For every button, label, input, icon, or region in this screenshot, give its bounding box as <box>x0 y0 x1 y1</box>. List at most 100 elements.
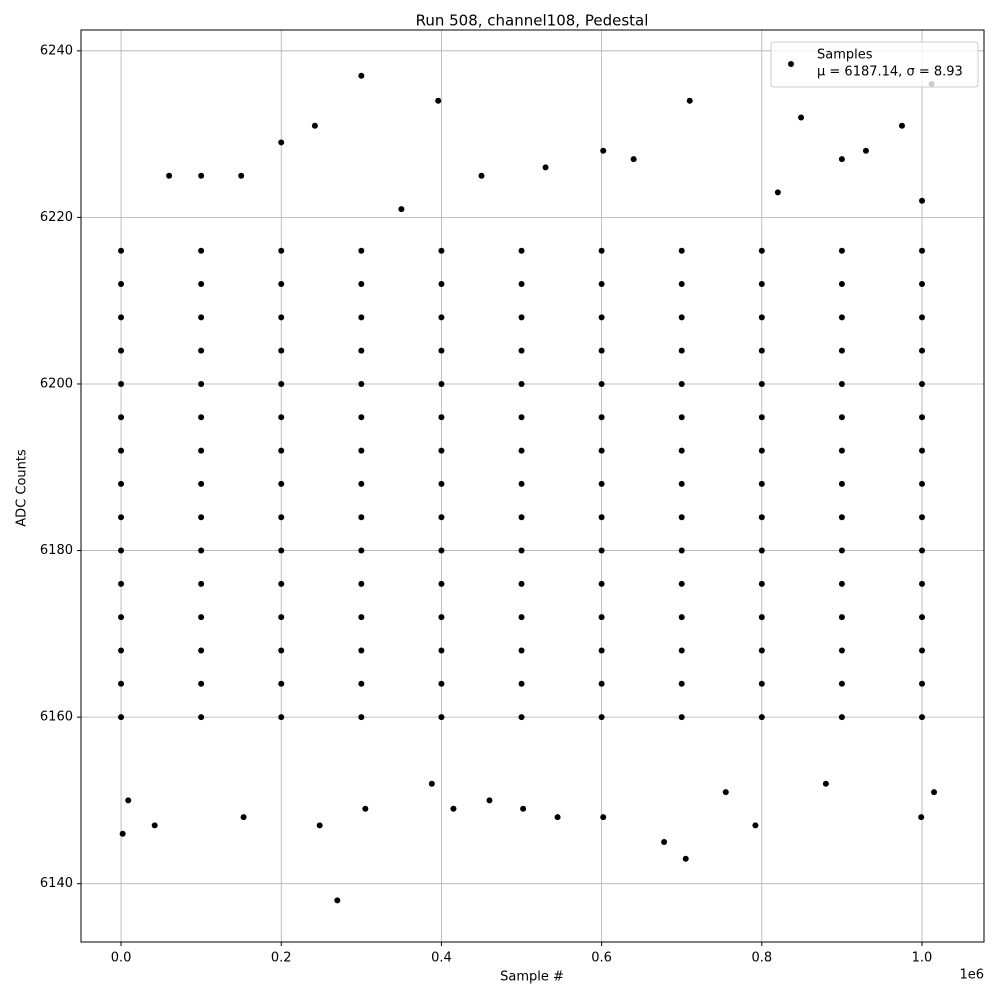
point <box>678 514 685 521</box>
point <box>334 897 341 904</box>
point <box>438 247 445 254</box>
point <box>518 680 525 687</box>
point <box>838 580 845 587</box>
point <box>758 647 765 654</box>
point <box>358 514 365 521</box>
point <box>438 547 445 554</box>
point <box>198 247 205 254</box>
point <box>518 347 525 354</box>
point <box>278 680 285 687</box>
point <box>198 172 205 179</box>
point <box>598 514 605 521</box>
point <box>278 380 285 387</box>
legend: Samples μ = 6187.14, σ = 8.93 <box>770 41 979 88</box>
point <box>758 480 765 487</box>
point <box>198 281 205 288</box>
point <box>898 122 905 129</box>
point <box>758 614 765 621</box>
y-axis-label: ADC Counts <box>15 449 30 527</box>
point <box>919 580 926 587</box>
point <box>198 380 205 387</box>
point <box>118 247 125 254</box>
point <box>438 447 445 454</box>
point <box>598 347 605 354</box>
point <box>678 480 685 487</box>
x-axis-label: Sample # <box>500 970 564 985</box>
point <box>600 147 607 154</box>
x-tick-label: 0.4 <box>431 951 452 966</box>
point <box>151 822 158 829</box>
point <box>118 514 125 521</box>
point <box>598 680 605 687</box>
point <box>358 414 365 421</box>
legend-box <box>770 41 979 88</box>
point <box>438 281 445 288</box>
point <box>198 514 205 521</box>
point <box>316 822 323 829</box>
point <box>598 281 605 288</box>
point <box>118 480 125 487</box>
point <box>518 580 525 587</box>
point <box>598 314 605 321</box>
points <box>118 72 938 904</box>
point <box>598 714 605 721</box>
point <box>450 805 457 812</box>
point <box>438 580 445 587</box>
point <box>838 347 845 354</box>
point <box>198 447 205 454</box>
y-tick-label: 6240 <box>40 43 73 58</box>
point <box>838 247 845 254</box>
point <box>774 189 781 196</box>
point <box>358 614 365 621</box>
point <box>278 647 285 654</box>
point <box>358 547 365 554</box>
point <box>678 314 685 321</box>
point <box>838 414 845 421</box>
point <box>862 147 869 154</box>
point <box>919 281 926 288</box>
point <box>358 314 365 321</box>
point <box>438 480 445 487</box>
point <box>118 647 125 654</box>
point <box>918 814 925 821</box>
point <box>198 714 205 721</box>
point <box>518 714 525 721</box>
point <box>118 447 125 454</box>
point <box>686 97 693 104</box>
x-tick-label: 0.6 <box>591 951 612 966</box>
point <box>518 514 525 521</box>
point <box>598 547 605 554</box>
point <box>758 580 765 587</box>
point <box>198 347 205 354</box>
point <box>919 480 926 487</box>
point <box>118 580 125 587</box>
point <box>518 647 525 654</box>
point <box>838 480 845 487</box>
point <box>678 380 685 387</box>
y-tick-label: 6160 <box>40 710 73 725</box>
point <box>722 789 729 796</box>
point <box>598 380 605 387</box>
point <box>518 380 525 387</box>
point <box>919 614 926 621</box>
point <box>919 547 926 554</box>
point <box>358 714 365 721</box>
point <box>598 247 605 254</box>
point <box>518 414 525 421</box>
point <box>238 172 245 179</box>
point <box>486 797 493 804</box>
point <box>358 347 365 354</box>
point <box>118 281 125 288</box>
x-tick-label: 0.8 <box>751 951 772 966</box>
y-tick-label: 6200 <box>40 376 73 391</box>
point <box>919 414 926 421</box>
point <box>398 206 405 213</box>
point <box>919 347 926 354</box>
point <box>278 247 285 254</box>
point <box>278 714 285 721</box>
point <box>678 247 685 254</box>
point <box>518 314 525 321</box>
point <box>838 156 845 163</box>
point <box>838 680 845 687</box>
